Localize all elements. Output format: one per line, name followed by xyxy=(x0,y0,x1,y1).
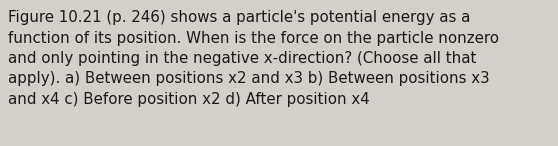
Text: Figure 10.21 (p. 246) shows a particle's potential energy as a
function of its p: Figure 10.21 (p. 246) shows a particle's… xyxy=(8,10,499,107)
